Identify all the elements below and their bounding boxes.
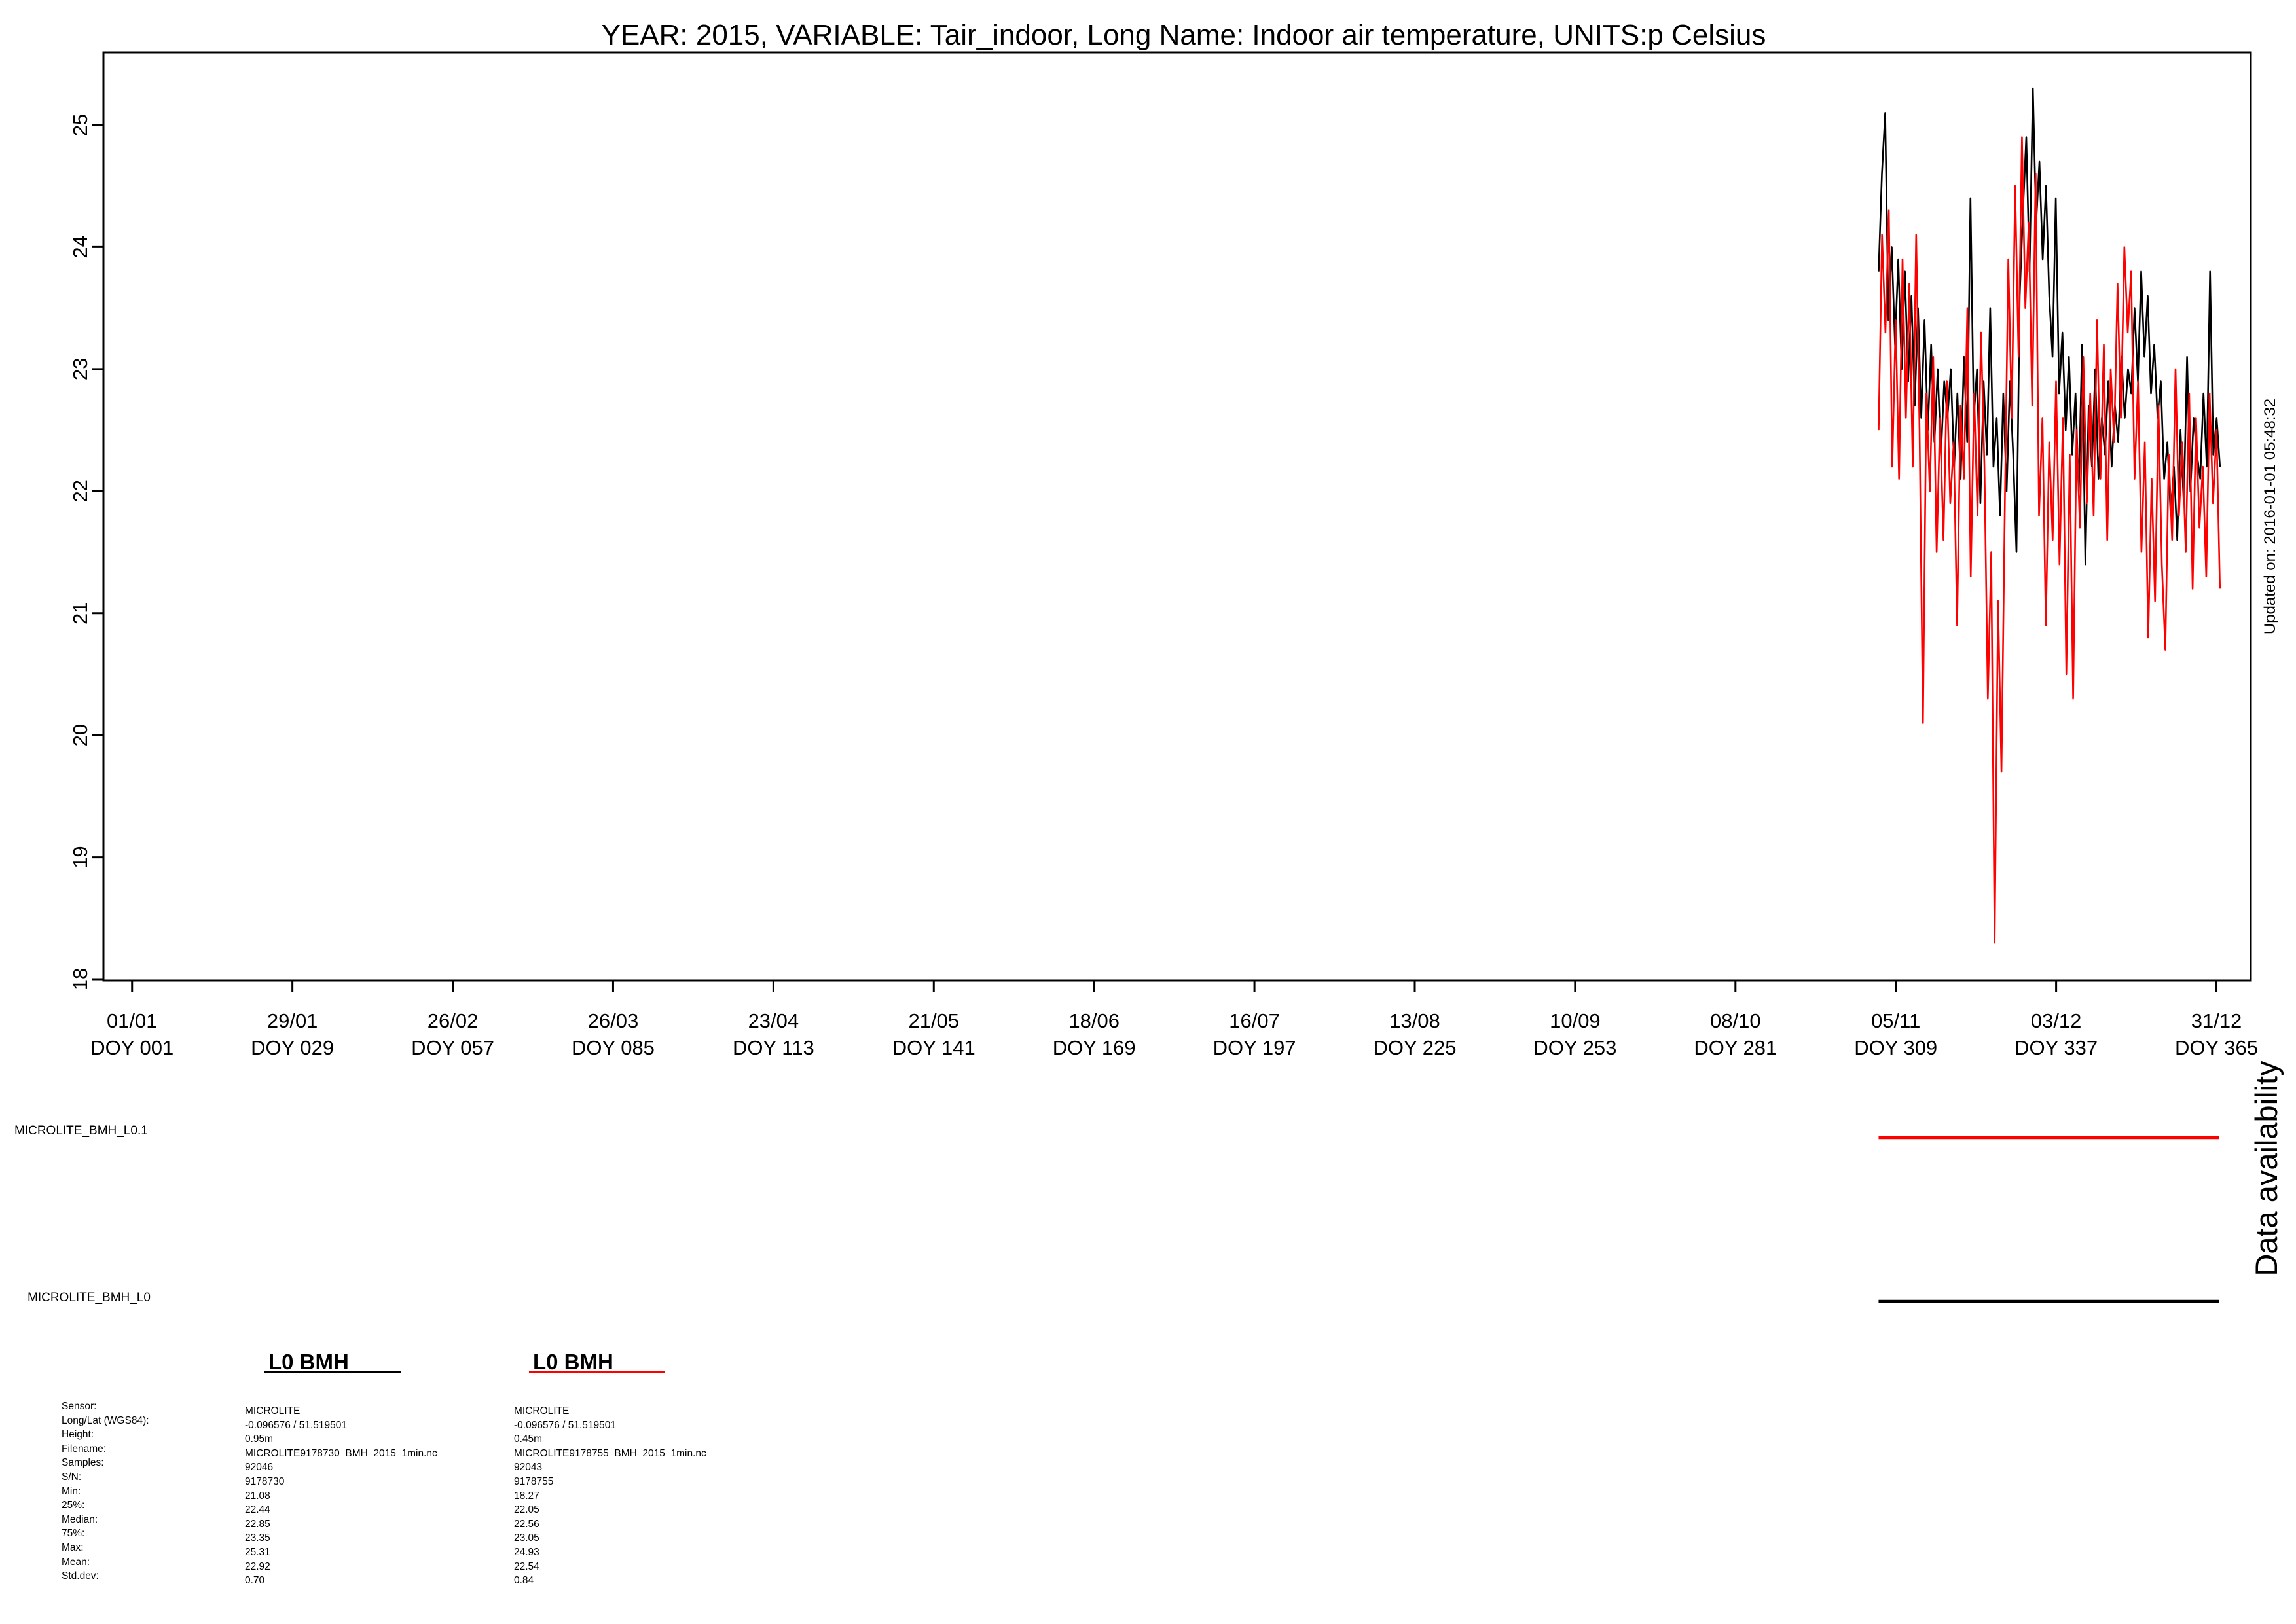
y-tick-label: 24 [69,236,92,258]
metadata-value: 25.31 [245,1546,270,1558]
y-tick-label: 20 [69,724,92,746]
x-tick-label-date: 26/03 [588,1009,639,1032]
x-tick-label-date: 16/07 [1229,1009,1280,1032]
availability-series-label: MICROLITE_BMH_L0.1 [14,1124,148,1138]
x-tick-label-doy: DOY 169 [1053,1036,1136,1059]
metadata-label: Std.dev: [62,1570,99,1582]
metadata-value: 22.56 [514,1518,539,1530]
y-tick-label: 21 [69,602,92,624]
legend-title: L0 BMH [533,1350,613,1374]
metadata-value: 23.05 [514,1532,539,1544]
x-tick-label-date: 01/01 [107,1009,158,1032]
metadata-label: Median: [62,1513,98,1525]
x-tick-label-doy: DOY 001 [90,1036,173,1059]
metadata-value: 92043 [514,1462,543,1473]
metadata-sensor-1: MICROLITE -0.096576 / 51.519501 0.95m MICR… [245,1404,437,1588]
metadata-label: Samples: [62,1457,104,1469]
x-tick-label-date: 03/12 [2031,1009,2082,1032]
metadata-value: 22.92 [245,1561,270,1572]
y-tick-label: 22 [69,480,92,502]
x-tick-label-doy: DOY 057 [411,1036,494,1059]
metadata-value: -0.096576 / 51.519501 [514,1419,616,1431]
metadata-label: 25%: [62,1500,85,1511]
metadata-value: MICROLITE9178730_BMH_2015_1min.nc [245,1447,437,1459]
metadata-value: 0.84 [514,1575,534,1587]
availability-series-label: MICROLITE_BMH_L0 [27,1291,151,1305]
y-tick-label: 23 [69,358,92,380]
series-line-2 [1878,136,2221,944]
x-tick-label-doy: DOY 085 [572,1036,655,1059]
x-tick-label-doy: DOY 337 [2014,1036,2098,1059]
x-tick-label-date: 05/11 [1871,1009,1920,1032]
metadata-value: MICROLITE [514,1405,570,1416]
x-tick-label-doy: DOY 029 [251,1036,334,1059]
x-tick-label-date: 21/05 [908,1009,959,1032]
metadata-value: 0.70 [245,1575,265,1587]
metadata-label: Min: [62,1485,81,1497]
x-tick-label-doy: DOY 309 [1854,1036,1937,1059]
x-tick-label-doy: DOY 113 [733,1036,814,1059]
legend: L0 BMH L0 BMH [264,1350,665,1374]
metadata-value: 22.85 [245,1518,270,1530]
x-tick-label-date: 18/06 [1068,1009,1120,1032]
metadata-value: 0.95m [245,1434,274,1445]
metadata-label: S/N: [62,1471,82,1483]
plot-frame [102,51,2252,982]
metadata-sensor-2: MICROLITE -0.096576 / 51.519501 0.45m MICR… [514,1404,706,1588]
metadata-value: 23.35 [245,1532,270,1544]
y-tick-label: 25 [69,114,92,136]
metadata-value: 22.44 [245,1504,270,1516]
x-tick-label-doy: DOY 365 [2175,1036,2258,1059]
series-layer [1878,87,2221,944]
x-axis: 01/01 DOY 001 29/01 DOY 029 26/02 DOY 057 26/0… [90,981,2258,1059]
metadata-value: 18.27 [514,1490,539,1502]
metadata-label: Long/Lat (WGS84): [62,1415,149,1426]
data-availability: MICROLITE_BMH_L0.1 MICROLITE_BMH_L0 [14,1124,2219,1305]
x-tick-label-date: 13/08 [1389,1009,1440,1032]
metadata-value: 22.05 [514,1504,539,1516]
metadata-value: 24.93 [514,1546,539,1558]
metadata-label: Height: [62,1429,94,1441]
metadata-value: 9178730 [245,1475,285,1487]
metadata-label: Mean: [62,1556,90,1568]
metadata-value: 9178755 [514,1475,554,1487]
y-tick-label: 18 [69,968,92,990]
metadata-value: 0.45m [514,1434,543,1445]
metadata-value: 22.54 [514,1561,539,1572]
x-tick-label-date: 08/10 [1710,1009,1761,1032]
x-tick-label-date: 31/12 [2191,1009,2242,1032]
x-tick-label-doy: DOY 253 [1533,1036,1616,1059]
metadata-label: Filename: [62,1443,107,1454]
x-tick-label-doy: DOY 141 [892,1036,975,1059]
metadata-value: 21.08 [245,1490,270,1502]
metadata-value: -0.096576 / 51.519501 [245,1419,347,1431]
x-tick-label-date: 26/02 [428,1009,479,1032]
x-tick-label-date: 10/09 [1550,1009,1601,1032]
x-tick-label-doy: DOY 225 [1374,1036,1457,1059]
x-tick-label-date: 29/01 [267,1009,318,1032]
data-availability-label: Data availability [2249,1060,2284,1276]
y-axis: 18 19 20 21 22 23 24 25 [69,114,103,990]
metadata-value: 92046 [245,1462,274,1473]
x-tick-label-doy: DOY 281 [1694,1036,1777,1059]
metadata-value: MICROLITE [245,1405,301,1416]
metadata-label: 75%: [62,1528,85,1540]
y-tick-label: 19 [69,846,92,868]
x-tick-label-date: 23/04 [748,1009,799,1032]
metadata-labels: Sensor: Long/Lat (WGS84): Height: Filename:… [62,1399,149,1583]
metadata-value: MICROLITE9178755_BMH_2015_1min.nc [514,1447,706,1459]
updated-timestamp: Updated on: 2016-01-01 05:48:32 [2261,399,2279,634]
series-line-1 [1878,87,2221,566]
chart-title: YEAR: 2015, VARIABLE: Tair_indoor, Long … [602,19,1766,51]
x-tick-label-doy: DOY 197 [1213,1036,1296,1059]
metadata-label: Sensor: [62,1401,97,1412]
metadata-label: Max: [62,1542,84,1553]
legend-title: L0 BMH [268,1350,349,1374]
